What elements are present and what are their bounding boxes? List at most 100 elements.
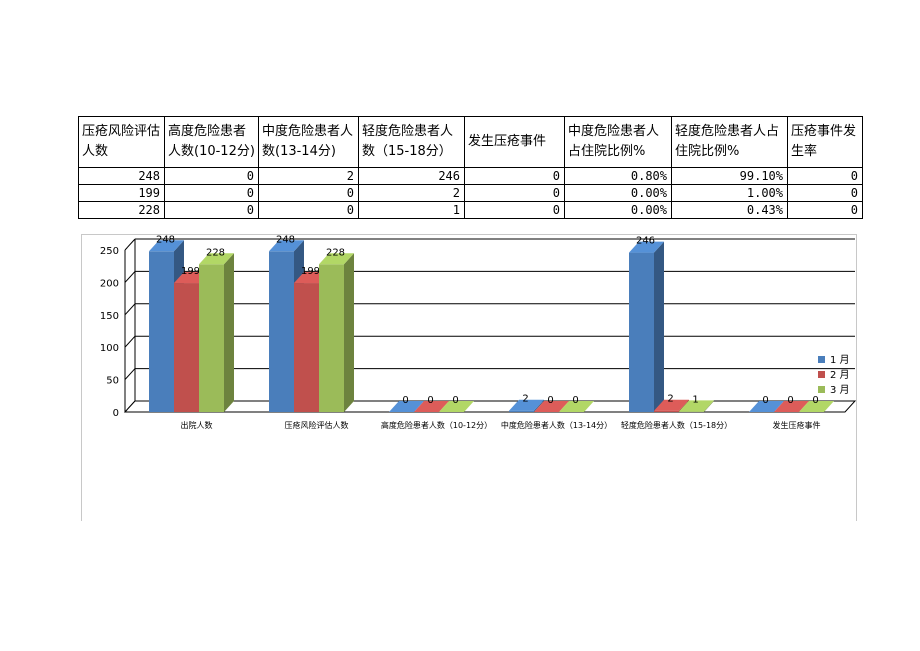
data-label: 0 [547, 395, 553, 406]
data-label: 0 [402, 395, 408, 406]
legend-swatch [818, 356, 825, 363]
chart-floor [123, 400, 857, 413]
legend-label: 2 月 [830, 369, 850, 381]
y-tick-label: 200 [100, 278, 119, 289]
bar-top [199, 253, 234, 265]
bar-top [509, 399, 544, 411]
data-label: 0 [812, 395, 818, 406]
y-tick-label: 0 [113, 408, 119, 419]
header-medium-risk: 中度危险患者人数(13-14分) [258, 116, 359, 168]
x-category-label: 中度危险患者人数（13-14分） [501, 420, 612, 430]
data-table: 压疮风险评估人数 高度危险患者人数(10-12分) 中度危险患者人数(13-14… [78, 116, 863, 219]
bar-top [774, 401, 809, 412]
table-cell: 0.00% [564, 201, 672, 219]
table-cell: 0 [164, 167, 259, 185]
bar-top [319, 253, 354, 265]
bar-top [269, 240, 304, 252]
y-tick-label: 50 [106, 376, 119, 387]
table-header-row: 压疮风险评估人数 高度危险患者人数(10-12分) 中度危险患者人数(13-14… [78, 116, 863, 168]
bar [679, 411, 704, 412]
data-label: 248 [276, 234, 295, 245]
table-cell: 0.00% [564, 184, 672, 202]
header-assessed-count: 压疮风险评估人数 [78, 116, 165, 168]
legend-label: 3 月 [830, 384, 850, 396]
data-label: 0 [762, 395, 768, 406]
data-label: 0 [572, 395, 578, 406]
table-cell: 2 [358, 184, 465, 202]
x-category-label: 压疮风险评估人数 [285, 420, 349, 430]
bar-top [654, 399, 689, 411]
table-cell: 0 [464, 201, 565, 219]
bar [269, 251, 294, 412]
bar [199, 264, 224, 412]
table-cell: 0 [258, 201, 359, 219]
header-ulcer-events: 发生压疮事件 [464, 116, 565, 168]
gridline-depth [124, 303, 136, 316]
gridline-depth [124, 335, 136, 348]
header-incidence-rate: 压疮事件发生率 [787, 116, 863, 168]
table-cell: 0 [787, 201, 863, 219]
data-label: 228 [206, 247, 225, 258]
table-cell: 1.00% [671, 184, 788, 202]
legend-label: 1 月 [830, 354, 850, 366]
table-cell: 228 [78, 201, 165, 219]
data-label: 1 [692, 394, 698, 405]
table-cell: 2 [258, 167, 359, 185]
table-cell: 0 [258, 184, 359, 202]
bar-side [654, 241, 664, 412]
y-tick-label: 150 [100, 311, 119, 322]
table-cell: 0 [164, 201, 259, 219]
gridline-depth [124, 368, 136, 380]
bar-side [704, 400, 714, 412]
x-category-label: 出院人数 [181, 420, 213, 430]
bar-top [414, 401, 449, 412]
table-cell: 0.80% [564, 167, 672, 185]
x-category-label: 高度危险患者人数（10-12分） [381, 420, 492, 430]
x-category-label: 轻度危险患者人数（15-18分） [621, 420, 732, 430]
data-label: 248 [156, 234, 175, 245]
table-row: 199 0 0 2 0 0.00% 1.00% 0 [78, 184, 863, 202]
bar-top [799, 401, 834, 412]
bar-top [679, 400, 714, 412]
gridline-depth [124, 238, 136, 251]
bar-side [344, 253, 354, 412]
bar-chart: 0 50 100 150 200 250 248 199 228 出院人数 248 199 228 压疮风… [81, 234, 857, 521]
bar [319, 264, 344, 412]
table-cell: 0 [464, 167, 565, 185]
table-row: 228 0 0 1 0 0.00% 0.43% 0 [78, 201, 863, 219]
data-label: 199 [301, 266, 320, 277]
bar-side [224, 253, 234, 412]
bar [294, 283, 319, 412]
bar-top [389, 401, 424, 412]
data-label: 2 [522, 394, 528, 405]
table-cell: 248 [78, 167, 165, 185]
legend-swatch [818, 371, 825, 378]
chart-frame [81, 234, 857, 521]
y-tick-label: 100 [100, 343, 119, 354]
bar [654, 410, 679, 412]
table-row: 248 0 2 246 0 0.80% 99.10% 0 [78, 167, 863, 185]
chart-canvas: 050100150200250248199228出院人数248199228压疮风… [81, 234, 857, 521]
gridline-depth [124, 271, 136, 283]
header-low-risk: 轻度危险患者人数（15-18分） [358, 116, 465, 168]
table-cell: 246 [358, 167, 465, 185]
bar-top [749, 401, 784, 412]
table-cell: 99.10% [671, 167, 788, 185]
bar [509, 410, 534, 412]
bar-top [149, 240, 184, 252]
bar-top [439, 401, 474, 412]
data-label: 0 [787, 395, 793, 406]
table-cell: 0.43% [671, 201, 788, 219]
legend-swatch [818, 386, 825, 393]
header-low-ratio: 轻度危险患者人占住院比例% [671, 116, 788, 168]
header-high-risk: 高度危险患者人数(10-12分) [164, 116, 259, 168]
x-category-label: 发生压疮事件 [773, 420, 821, 430]
data-label: 246 [636, 236, 655, 247]
data-label: 2 [667, 394, 673, 405]
bar-top [629, 241, 664, 253]
y-tick-label: 250 [100, 246, 119, 257]
data-label: 228 [326, 247, 345, 258]
table-cell: 0 [787, 184, 863, 202]
bar [629, 252, 654, 412]
bar [174, 283, 199, 412]
